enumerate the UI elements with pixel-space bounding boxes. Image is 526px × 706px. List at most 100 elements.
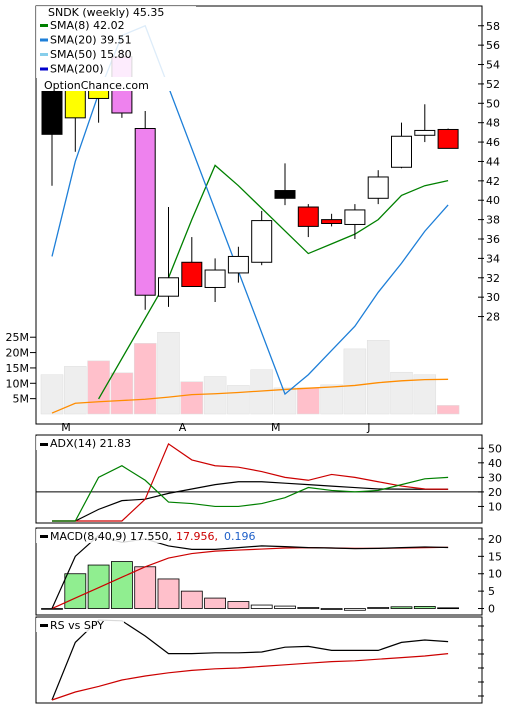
price-tick-label: 58 bbox=[486, 20, 500, 33]
sma-legend-label: SMA(20) 39.51 bbox=[50, 34, 132, 47]
macd-tick-label: 10 bbox=[488, 568, 502, 581]
price-tick-label: 54 bbox=[486, 59, 500, 72]
adx-legend-background bbox=[36, 436, 148, 450]
sma-legend-label: SMA(8) 42.02 bbox=[50, 19, 125, 32]
adx-series-line bbox=[52, 465, 449, 522]
x-axis-label: J bbox=[366, 421, 370, 434]
candle-body bbox=[204, 269, 226, 288]
adx-tick-label: 10 bbox=[488, 500, 502, 513]
candle-body bbox=[251, 220, 273, 263]
x-axis-label: M bbox=[61, 421, 71, 434]
volume-bar bbox=[273, 387, 297, 415]
candle-body bbox=[391, 135, 412, 168]
candle-body bbox=[437, 128, 459, 149]
macd-histogram-bar bbox=[111, 561, 133, 609]
rs-series-line bbox=[51, 653, 449, 701]
macd-histogram-bar bbox=[157, 578, 180, 609]
volume-bar bbox=[390, 371, 413, 415]
rs-legend-swatch bbox=[40, 624, 48, 627]
volume-bar bbox=[413, 374, 437, 415]
macd-tick-label: 0 bbox=[488, 603, 495, 616]
macd-histogram-bar bbox=[297, 607, 320, 609]
adx-label: ADX(14) 21.83 bbox=[50, 437, 131, 450]
watermark-text: OptionChance.com bbox=[44, 79, 149, 92]
macd-axis: 0 5 10 15 20 bbox=[478, 533, 502, 616]
watermark-background bbox=[40, 77, 195, 91]
macd-histogram-bar bbox=[64, 573, 87, 609]
price-tick-label: 40 bbox=[486, 194, 500, 207]
sma-line bbox=[98, 164, 449, 400]
price-tick-label: 44 bbox=[486, 155, 500, 168]
volume-bar bbox=[320, 384, 343, 415]
macd-histogram-bar bbox=[274, 605, 296, 609]
price-axis: 28 30 32 34 36 38 40 42 44 46 48 50 52 54 56 58 bbox=[478, 20, 500, 324]
sma-legend-label: SMA(200) bbox=[50, 63, 104, 76]
price-tick-label: 36 bbox=[486, 233, 500, 246]
macd-value-blue: 0.196 bbox=[224, 530, 256, 543]
candle-body bbox=[367, 176, 389, 199]
macd-histogram-bar bbox=[204, 597, 227, 609]
candle-body bbox=[414, 129, 436, 136]
macd-histogram-bar bbox=[343, 608, 366, 611]
volume-bar bbox=[40, 374, 64, 415]
macd-label: MACD(8,40,9) 17.550, 17.956, 0.196 bbox=[50, 530, 256, 543]
rs-axis bbox=[478, 625, 484, 697]
adx-series-line bbox=[52, 442, 449, 522]
price-tick-label: 28 bbox=[486, 311, 500, 324]
macd-tick-label: 5 bbox=[488, 585, 495, 598]
volume-average-line bbox=[51, 378, 449, 414]
volume-bar bbox=[180, 381, 204, 415]
x-axis-label: A bbox=[179, 421, 187, 434]
macd-histogram-bar bbox=[413, 606, 436, 609]
macd-layer bbox=[41, 534, 460, 611]
sma-legend-swatch bbox=[40, 38, 48, 42]
volume-bar bbox=[343, 348, 367, 415]
price-tick-label: 30 bbox=[486, 291, 500, 304]
macd-histogram-bar bbox=[134, 566, 157, 609]
macd-histogram-bar bbox=[41, 608, 63, 610]
volume-bar bbox=[366, 340, 390, 415]
volume-tick-label: 15M bbox=[6, 362, 30, 375]
rs-legend-background bbox=[36, 618, 124, 632]
price-legend: SNDK (weekly) 45.35 OptionChance.com SMA… bbox=[36, 6, 196, 92]
price-tick-label: 56 bbox=[486, 39, 500, 52]
macd-histogram-bar bbox=[390, 606, 413, 609]
volume-bar bbox=[297, 387, 320, 415]
price-tick-label: 46 bbox=[486, 136, 500, 149]
volume-layer bbox=[40, 332, 460, 415]
adx-lines bbox=[36, 442, 482, 522]
macd-tick-label: 15 bbox=[488, 550, 502, 563]
macd-histogram-bar bbox=[87, 564, 110, 609]
adx-tick-label: 30 bbox=[488, 471, 502, 484]
price-tick-label: 38 bbox=[486, 214, 500, 227]
macd-histogram-bar bbox=[227, 601, 250, 609]
adx-tick-label: 50 bbox=[488, 442, 502, 455]
price-tick-label: 52 bbox=[486, 78, 500, 91]
macd-label-main: MACD(8,40,9) 17.550, bbox=[50, 530, 172, 543]
macd-histogram-bar bbox=[180, 590, 203, 609]
price-tick-label: 48 bbox=[486, 117, 500, 130]
adx-tick-label: 40 bbox=[488, 457, 502, 470]
ticker-label: SNDK (weekly) 45.35 bbox=[48, 6, 164, 19]
volume-tick-label: 5M bbox=[13, 393, 30, 406]
volume-tick-label: 25M bbox=[6, 331, 30, 344]
price-tick-label: 34 bbox=[486, 252, 500, 265]
volume-tick-label: 10M bbox=[6, 377, 30, 390]
macd-histogram-bar bbox=[250, 604, 273, 609]
price-legend-background bbox=[36, 6, 196, 78]
price-tick-label: 42 bbox=[486, 175, 500, 188]
volume-bar bbox=[157, 332, 180, 415]
volume-bar bbox=[87, 360, 110, 415]
macd-histogram-bar bbox=[437, 607, 460, 610]
volume-bar bbox=[133, 343, 157, 415]
sma-legend-swatch bbox=[40, 53, 48, 56]
candle-body bbox=[227, 255, 249, 274]
candle-body bbox=[134, 128, 156, 296]
adx-legend-swatch bbox=[40, 443, 48, 446]
candle-body bbox=[181, 261, 203, 288]
sma-legend-swatch bbox=[40, 67, 48, 71]
